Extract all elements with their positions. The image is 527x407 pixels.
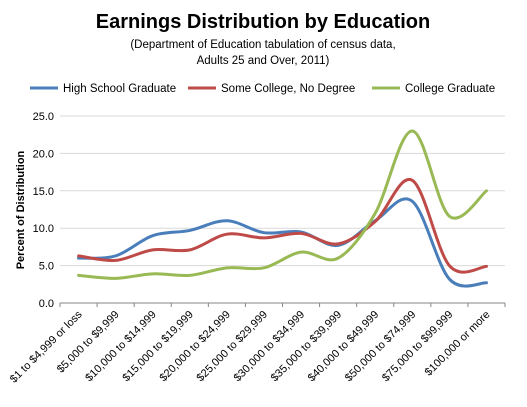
y-axis: 0.0 5.0 10.0 15.0 20.0 25.0 (33, 111, 54, 310)
chart-subtitle-line-2: Adults 25 and Over, 2011) (197, 55, 330, 67)
legend-label: High School Graduate (63, 83, 176, 95)
x-tick-label: $40,000 to $49,999 (306, 309, 382, 385)
legend-label: Some College, No Degree (221, 83, 355, 95)
x-tick-label: $15,000 to $19,999 (120, 309, 196, 385)
x-tick-label: $20,000 to $24,999 (157, 309, 233, 385)
x-tick-label: $75,000 to $99,999 (380, 309, 456, 385)
y-axis-label: Percent of Distribution (15, 150, 27, 269)
chart-title: Earnings Distribution by Education (96, 11, 430, 33)
x-axis: $1 to $4,999 or loss$5,000 to $9,999$10,… (8, 303, 506, 385)
series-line-1 (77, 197, 488, 288)
y-tick-label: 10.0 (33, 223, 54, 235)
x-tick-label: $10,000 to $14,999 (83, 309, 159, 385)
y-tick-label: 15.0 (33, 186, 54, 198)
gridlines (60, 115, 505, 304)
y-tick-label: 25.0 (33, 111, 54, 123)
legend-label: College Graduate (405, 83, 495, 95)
series-line-2 (77, 177, 488, 274)
x-tick-label: $25,000 to $29,999 (195, 309, 271, 385)
x-tick-label: $100,000 or more (423, 309, 493, 379)
chart-subtitle-line-1: (Department of Education tabulation of c… (130, 39, 395, 51)
x-tick-label: $30,000 to $34,999 (232, 309, 308, 385)
y-tick-label: 20.0 (33, 148, 54, 160)
series-layer (77, 129, 488, 288)
x-tick-label: $1 to $4,999 or loss (8, 308, 85, 385)
x-tick-label: $50,000 to $74,999 (343, 309, 419, 385)
y-tick-label: 0.0 (39, 298, 54, 310)
series-line-3 (77, 129, 488, 280)
x-tick-label: $35,000 to $39,999 (269, 309, 345, 385)
y-tick-label: 5.0 (39, 261, 54, 273)
legend: High School Graduate Some College, No Deg… (30, 83, 495, 95)
